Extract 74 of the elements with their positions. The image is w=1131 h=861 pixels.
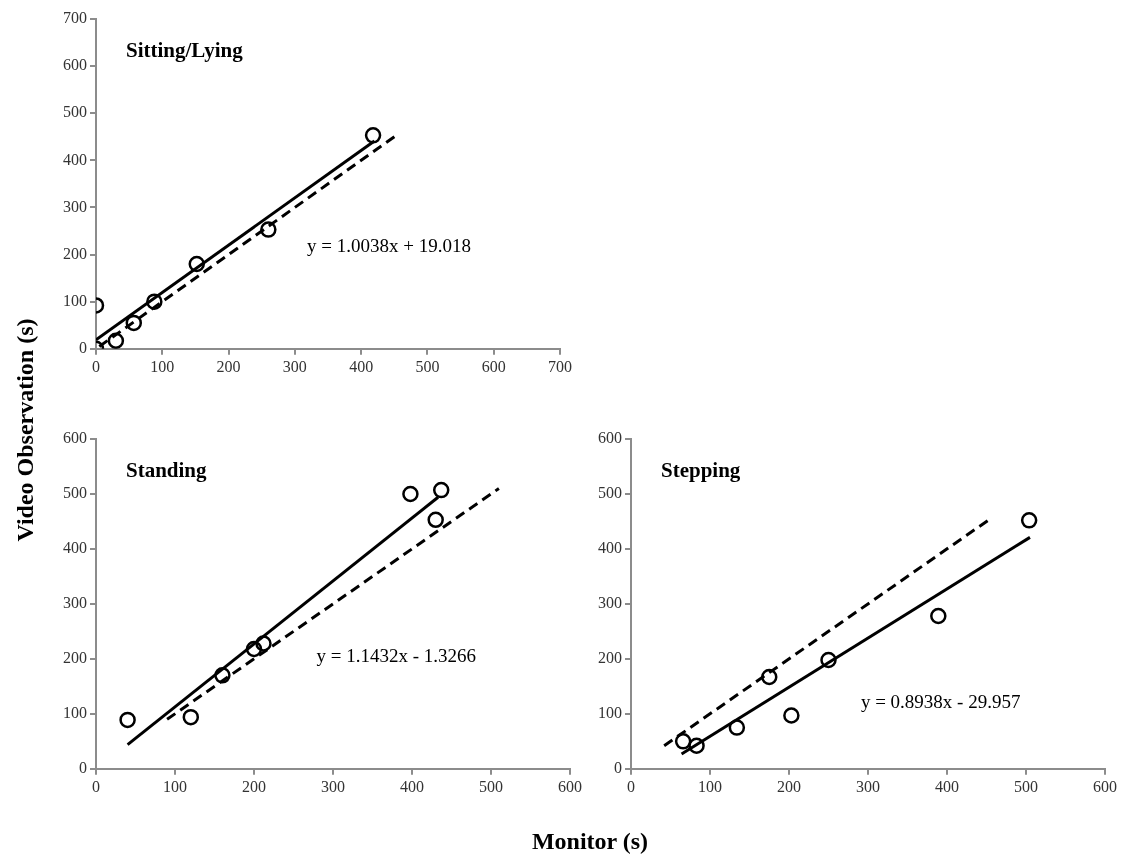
- y-tick-label: 200: [63, 649, 87, 667]
- y-tick-label: 0: [79, 759, 87, 776]
- x-tick-label: 200: [242, 777, 266, 795]
- x-tick-label: 200: [216, 357, 241, 375]
- x-tick-label: 0: [92, 357, 100, 375]
- x-tick-label: 0: [627, 777, 635, 795]
- y-tick-label: 0: [614, 759, 622, 776]
- y-tick-label: 400: [598, 539, 622, 557]
- point: [255, 635, 272, 652]
- point: [146, 293, 163, 310]
- y-tick-label: 200: [598, 649, 622, 667]
- y-tick-label: 500: [598, 484, 622, 502]
- y-tick-label: 300: [63, 594, 87, 612]
- y-tick-label: 500: [63, 103, 87, 121]
- y-tick-label: 600: [598, 429, 622, 447]
- x-tick-label: 600: [558, 777, 582, 795]
- point: [930, 607, 947, 625]
- x-tick-label: 200: [777, 777, 801, 795]
- x-tick-label: 300: [856, 777, 880, 795]
- point: [688, 737, 705, 754]
- x-tick-label: 400: [400, 777, 424, 795]
- x-tick-label: 300: [321, 777, 345, 795]
- point: [427, 511, 444, 529]
- point: [125, 314, 143, 332]
- y-axis-title: Video Observation (s): [11, 318, 39, 542]
- y-tick-label: 300: [63, 197, 87, 215]
- point: [402, 485, 419, 503]
- point: [820, 651, 837, 669]
- y-tick-label: 100: [598, 704, 622, 722]
- point: [1020, 512, 1038, 529]
- y-tick-label: 500: [63, 484, 87, 502]
- annotation: y = 0.8938x - 29.957: [860, 690, 1021, 712]
- x-tick-label: 500: [415, 357, 440, 375]
- y-tick-label: 300: [598, 594, 622, 612]
- y-tick-label: 200: [63, 244, 87, 262]
- point: [107, 332, 125, 349]
- point: [728, 719, 746, 736]
- x-tick-label: 700: [548, 357, 572, 375]
- point: [214, 667, 231, 684]
- annotation: y = 1.0038x + 19.018: [307, 234, 472, 256]
- annotation: y = 1.1432x - 1.3266: [316, 644, 476, 666]
- x-tick-label: 100: [698, 777, 722, 795]
- text: Standing: [126, 457, 208, 482]
- y-tick-label: 100: [63, 291, 87, 309]
- x-tick-label: 400: [349, 357, 374, 375]
- y-tick-label: 600: [63, 56, 87, 74]
- point: [182, 708, 200, 726]
- point: [119, 711, 136, 729]
- x-tick-label: 100: [163, 777, 187, 795]
- point: [783, 707, 800, 724]
- point: [674, 733, 692, 750]
- y-tick-label: 700: [63, 9, 87, 27]
- y-tick-label: 100: [63, 704, 87, 722]
- y-tick-label: 0: [79, 339, 87, 356]
- y-tick-label: 600: [63, 429, 87, 447]
- y-tick-label: 400: [63, 539, 87, 557]
- x-tick-label: 0: [92, 777, 100, 795]
- x-tick-label: 600: [1093, 777, 1117, 795]
- point: [761, 668, 778, 686]
- point: [432, 481, 450, 499]
- point: [245, 640, 263, 658]
- text: Sitting/Lying: [126, 37, 244, 62]
- x-tick-label: 100: [150, 357, 175, 375]
- x-axis-title: Monitor (s): [531, 828, 649, 855]
- x-tick-label: 300: [282, 357, 307, 375]
- point: [188, 255, 205, 273]
- x-tick-label: 400: [935, 777, 959, 795]
- point: [364, 127, 382, 144]
- x-tick-label: 500: [479, 777, 503, 795]
- x-tick-label: 500: [1014, 777, 1038, 795]
- y-tick-label: 400: [63, 150, 87, 168]
- text: Stepping: [661, 457, 741, 482]
- x-tick-label: 600: [481, 357, 506, 375]
- point: [260, 221, 277, 238]
